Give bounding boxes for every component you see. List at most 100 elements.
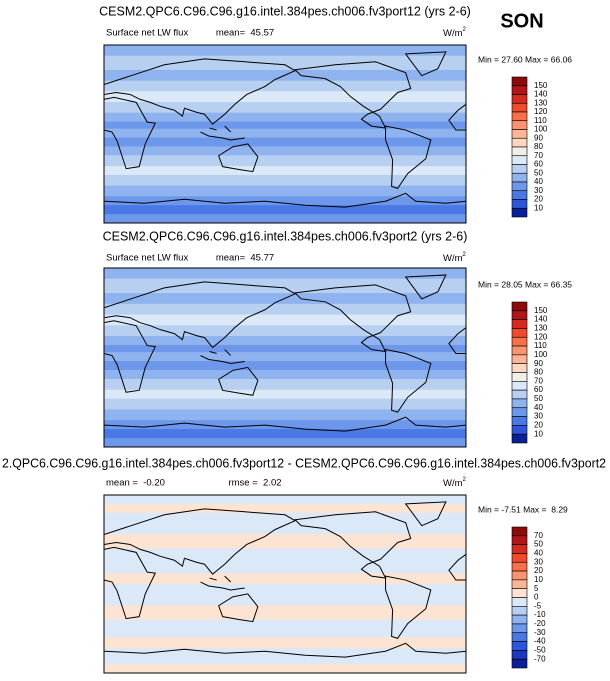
contour-band	[104, 352, 466, 362]
colorbar-box	[511, 623, 528, 634]
colorbar-box	[511, 389, 528, 400]
contour-band	[104, 336, 466, 346]
colorbar-label: 20	[534, 420, 543, 429]
units: W/m2	[443, 252, 467, 264]
colorbar-box	[511, 641, 528, 651]
subtitle-left: mean = -0.20	[106, 478, 165, 489]
contour-band	[104, 55, 466, 71]
colorbar-box	[511, 658, 528, 669]
colorbar-box	[511, 207, 528, 218]
colorbar-label: -20	[534, 619, 546, 628]
colorbar-label: 100	[534, 350, 548, 359]
contour-band	[104, 398, 466, 410]
colorbar-box	[511, 155, 528, 165]
contour-band	[104, 573, 466, 585]
colorbar-label: 80	[534, 142, 543, 151]
contour-band	[104, 174, 466, 187]
contour-band	[104, 185, 466, 197]
contour-band	[104, 429, 466, 439]
panel-title: 2.QPC6.C96.C96.g16.intel.384pes.ch006.fv…	[2, 456, 606, 470]
subtitle-left: Surface net LW flux	[106, 28, 188, 39]
panel: 2.QPC6.C96.C96.g16.intel.384pes.ch006.fv…	[2, 456, 606, 674]
colorbar-box	[511, 181, 528, 192]
units: W/m2	[443, 27, 467, 39]
colorbar-label: 130	[534, 98, 548, 107]
colorbar-box	[511, 597, 528, 607]
colorbar-label: 90	[534, 133, 543, 142]
colorbar-label: 50	[534, 540, 543, 549]
colorbar-label: 80	[534, 368, 543, 377]
units: W/m2	[443, 477, 467, 489]
contour-band	[104, 121, 466, 130]
colorbar-box	[511, 319, 528, 329]
colorbar-label: -70	[534, 654, 546, 663]
contour-band	[104, 512, 466, 535]
colorbar-box	[511, 76, 528, 87]
colorbar-label: 140	[534, 90, 548, 99]
contour-band	[104, 278, 466, 294]
season-label: SON	[500, 10, 543, 32]
colorbar-label: 140	[534, 315, 548, 324]
contour-band	[104, 503, 466, 514]
map	[104, 495, 466, 673]
colorbar-label: 110	[534, 341, 547, 350]
colorbar-label: 40	[534, 177, 543, 186]
colorbar-label: 130	[534, 324, 548, 333]
contour-band	[104, 137, 466, 147]
colorbar-box	[511, 632, 528, 642]
colorbar-label: 70	[534, 151, 543, 160]
contour-band	[104, 648, 466, 665]
colorbar-box	[511, 172, 528, 183]
units-sup: 2	[463, 477, 467, 483]
colorbar-box	[511, 111, 528, 122]
map-frame	[103, 267, 467, 448]
contour-band	[104, 128, 466, 139]
colorbar-box	[511, 310, 528, 320]
contour-band	[104, 325, 466, 337]
colorbar-label: 120	[534, 332, 548, 341]
colorbar-label: -50	[534, 645, 546, 654]
colorbar-label: 20	[534, 195, 543, 204]
contour-band	[104, 146, 466, 156]
colorbar-box	[511, 579, 528, 589]
panel-title: CESM2.QPC6.C96.C96.g16.intel.384pes.ch00…	[103, 229, 468, 243]
colorbar-label: 10	[534, 429, 543, 438]
contour-band	[104, 389, 466, 400]
contour-band	[104, 605, 466, 621]
panel-title: CESM2.QPC6.C96.C96.g16.intel.384pes.ch00…	[99, 4, 471, 18]
colorbar-label: 120	[534, 107, 548, 116]
colorbar-box	[511, 336, 528, 347]
colorbar-label: 10	[534, 203, 543, 212]
contour-band	[104, 303, 466, 316]
min-max: Min = 27.60 Max = 66.06	[478, 54, 572, 64]
min-max: Min = 28.05 Max = 66.35	[478, 279, 572, 289]
colorbar-box	[511, 94, 528, 104]
units-base: W/m	[443, 253, 463, 264]
contour-band	[104, 370, 466, 380]
subtitle-left: Surface net LW flux	[106, 253, 188, 264]
contour-band	[104, 619, 466, 638]
min-max: Min = -7.51 Max = 8.29	[478, 504, 568, 514]
colorbar-label: 150	[534, 81, 548, 90]
colorbar-label: -10	[534, 610, 546, 619]
colorbar-box	[511, 381, 528, 391]
contour-band	[104, 548, 466, 574]
colorbar-label: 60	[534, 160, 543, 169]
units-sup: 2	[463, 252, 467, 258]
contour-band	[104, 155, 466, 167]
contour-band	[104, 214, 466, 223]
colorbar-label: 30	[534, 412, 543, 421]
contour-band	[104, 637, 466, 649]
colorbar-label: 20	[534, 566, 543, 575]
colorbar-label: 5	[534, 584, 539, 593]
colorbar-box	[511, 425, 528, 435]
colorbar-box	[511, 606, 528, 616]
colorbar-label: -40	[534, 637, 546, 646]
units-base: W/m	[443, 28, 463, 39]
colorbar-label: 0	[534, 593, 539, 602]
colorbar-box	[511, 526, 528, 537]
colorbar-label: 10	[534, 575, 543, 584]
colorbar-box	[511, 363, 528, 373]
panel: CESM2.QPC6.C96.C96.g16.intel.384pes.ch00…	[99, 4, 572, 224]
